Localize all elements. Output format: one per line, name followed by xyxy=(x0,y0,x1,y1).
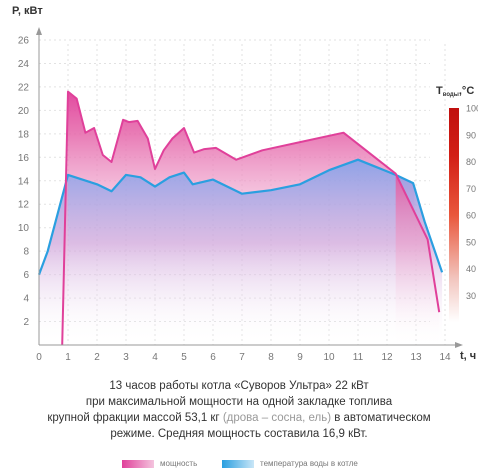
caption-line-3-a: крупной фракции массой 53,1 кг xyxy=(47,412,223,424)
power-line xyxy=(61,90,441,346)
temperature-area xyxy=(39,159,443,345)
x-axis-arrow xyxy=(455,342,463,348)
caption-line-4: режиме. Средняя мощность составила 16,9 … xyxy=(110,428,368,440)
x-tick-label: 5 xyxy=(181,352,187,363)
y-tick-label: 22 xyxy=(18,82,30,93)
legend: мощность температура воды в котле xyxy=(0,458,478,472)
temp-tick-label: 100 xyxy=(466,104,478,114)
temperature-line xyxy=(37,158,444,275)
temperature-scale: Tводы,°C 30 40 50 60 70 80 90 100 xyxy=(436,85,478,322)
y-tick-label: 14 xyxy=(18,176,30,187)
power-area-right-edge xyxy=(395,173,440,345)
x-tick-label: 3 xyxy=(123,352,129,363)
temp-tick-label: 40 xyxy=(466,264,476,274)
x-tick-label: 12 xyxy=(381,352,393,363)
temp-axis-title-unit: ,°C xyxy=(459,85,474,97)
x-tick-label: 4 xyxy=(152,352,158,363)
temp-axis-title: Tводы,°C xyxy=(436,85,474,98)
temperature-color-bar xyxy=(449,108,459,322)
legend-temp-label: температура воды в котле xyxy=(260,459,358,468)
chart-caption: 13 часов работы котла «Суворов Ультра» 2… xyxy=(20,378,458,442)
y-tick-label: 18 xyxy=(18,129,30,140)
chart-lines xyxy=(37,90,444,346)
temp-tick-label: 30 xyxy=(466,291,476,301)
x-tick-label: 8 xyxy=(268,352,274,363)
y-tick-label: 12 xyxy=(18,200,30,211)
y-tick-label: 26 xyxy=(18,36,30,47)
y-tick-label: 10 xyxy=(18,223,30,234)
power-area xyxy=(68,91,415,213)
caption-wood-note: (дрова – сосна, ель) xyxy=(222,412,332,424)
x-tick-label: 6 xyxy=(210,352,216,363)
temp-tick-label: 70 xyxy=(466,184,476,194)
y-axis-arrow xyxy=(36,27,42,35)
legend-temp-swatch xyxy=(222,460,254,468)
temp-tick-label: 50 xyxy=(466,237,476,247)
x-tick-label: 11 xyxy=(353,352,364,363)
caption-line-1: 13 часов работы котла «Суворов Ультра» 2… xyxy=(109,380,369,392)
x-tick-label: 14 xyxy=(439,352,451,363)
x-tick-label: 2 xyxy=(94,352,100,363)
y-tick-label: 16 xyxy=(18,153,30,164)
legend-power-swatch xyxy=(122,460,154,468)
temp-tick-label: 80 xyxy=(466,157,476,167)
x-tick-label: 13 xyxy=(410,352,422,363)
x-tick-label: 0 xyxy=(36,352,42,363)
caption-line-3-b: в автоматическом xyxy=(331,412,431,424)
y-axis-title: P, кВт xyxy=(12,5,43,17)
y-tick-label: 2 xyxy=(23,317,29,328)
caption-line-3: крупной фракции массой 53,1 кг (дрова – … xyxy=(20,410,458,426)
y-tick-label: 6 xyxy=(23,270,29,281)
x-axis-title: t, ч xyxy=(460,350,476,362)
y-tick-label: 24 xyxy=(18,59,30,70)
temp-tick-label: 90 xyxy=(466,130,476,140)
chart-areas xyxy=(39,91,443,345)
temp-axis-title-sub: воды xyxy=(443,92,459,98)
y-tick-label: 4 xyxy=(23,294,29,305)
temp-tick-label: 60 xyxy=(466,211,476,221)
y-tick-label: 20 xyxy=(18,106,30,117)
x-tick-label: 10 xyxy=(323,352,335,363)
x-tick-label: 1 xyxy=(65,352,71,363)
y-tick-label: 8 xyxy=(23,247,29,258)
legend-power-label: мощность xyxy=(160,459,198,468)
x-tick-label: 7 xyxy=(239,352,245,363)
caption-line-2: при максимальной мощности на одной закла… xyxy=(85,396,393,408)
temp-axis-title-main: T xyxy=(436,85,443,97)
x-tick-label: 9 xyxy=(297,352,303,363)
